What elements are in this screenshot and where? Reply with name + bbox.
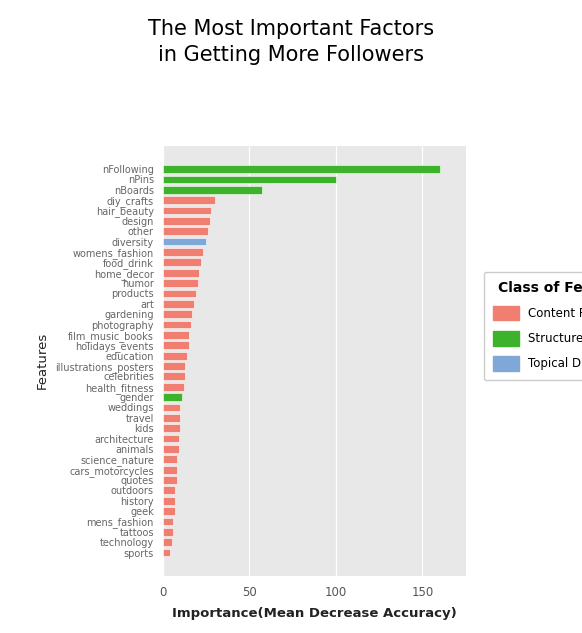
Bar (163, 258, 201, 266)
Bar (163, 372, 186, 380)
Bar (163, 538, 172, 546)
Bar (163, 393, 182, 401)
Bar (163, 175, 336, 184)
Bar (163, 331, 189, 339)
Bar (163, 424, 180, 432)
Bar (163, 487, 175, 494)
Bar (163, 227, 208, 235)
Bar (163, 466, 177, 473)
Bar (163, 404, 180, 411)
Bar (163, 518, 173, 525)
Bar (163, 269, 199, 277)
Bar (163, 165, 439, 173)
Bar (163, 206, 211, 215)
Legend: Content Features, Structure Features, Topical Diversity: Content Features, Structure Features, To… (484, 272, 582, 380)
Bar (163, 238, 206, 246)
X-axis label: Importance(Mean Decrease Accuracy): Importance(Mean Decrease Accuracy) (172, 607, 457, 620)
Bar (163, 289, 196, 298)
Bar (163, 362, 186, 370)
Bar (163, 248, 203, 256)
Bar (163, 497, 175, 505)
Bar (163, 507, 175, 515)
Bar (163, 321, 191, 329)
Bar (163, 445, 179, 453)
Bar (163, 414, 180, 422)
Bar (163, 549, 170, 556)
Bar (163, 279, 197, 287)
Bar (163, 341, 189, 349)
Bar (163, 528, 173, 536)
Bar (163, 196, 215, 204)
Bar (163, 476, 177, 484)
Y-axis label: Features: Features (36, 332, 48, 389)
Bar (163, 383, 184, 391)
Bar (163, 310, 193, 318)
Bar (163, 217, 210, 225)
Text: The Most Important Factors
in Getting More Followers: The Most Important Factors in Getting Mo… (148, 19, 434, 65)
Bar (163, 352, 187, 360)
Bar (163, 435, 179, 442)
Bar (163, 455, 177, 463)
Bar (163, 186, 261, 194)
Bar (163, 300, 194, 308)
